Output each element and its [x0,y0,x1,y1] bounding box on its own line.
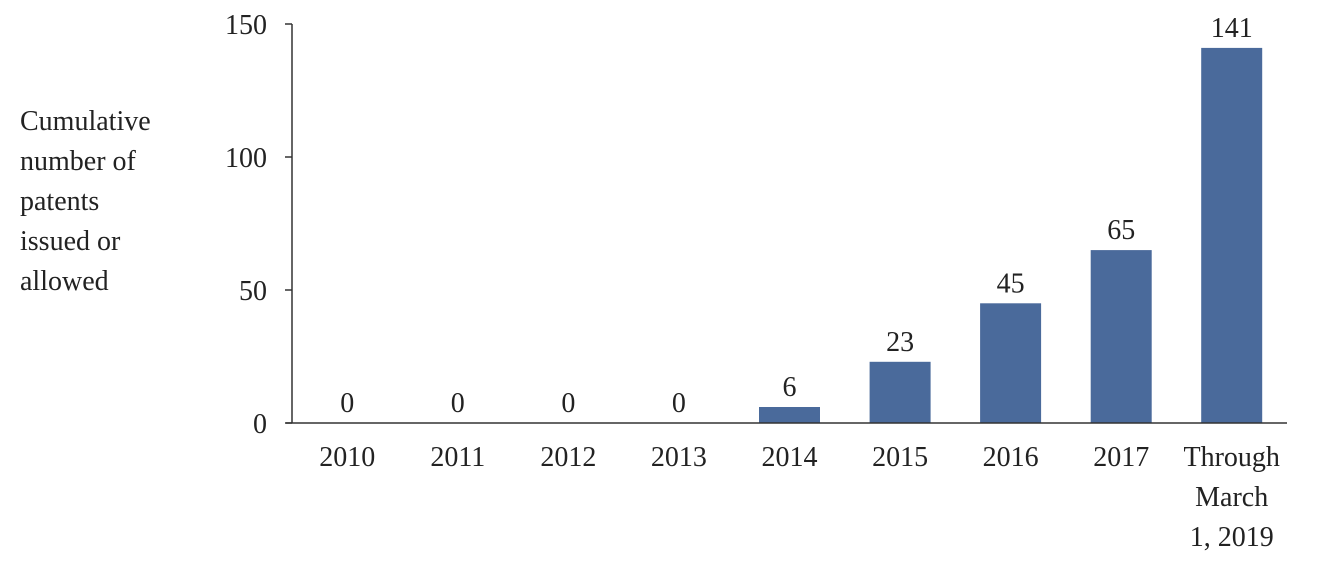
y-tick-label: 150 [225,10,267,41]
bars-layer [759,47,1263,424]
bar [759,407,820,423]
axes-layer [285,23,1287,424]
data-label: 0 [340,388,354,419]
x-tick-label: 2012 [540,442,596,473]
x-tick-label: 1, 2019 [1190,522,1274,553]
labels-layer: 0 2010 0 2011 0 2012 0 2013 6 2014 23 2015 45 2016 65 2… [225,10,1280,553]
bar [869,361,931,423]
x-tick-label: 2015 [872,442,928,473]
y-tick-label: 50 [239,276,267,307]
y-axis-label-line: issued or [20,226,121,257]
data-label: 0 [451,388,465,419]
y-axis-label-line: Cumulative [20,106,151,137]
y-tick-label: 0 [253,409,267,440]
data-label: 0 [672,388,686,419]
y-axis-label-line: number of [20,146,136,177]
x-tick-label: 2016 [983,442,1039,473]
x-tick-label: 2017 [1093,442,1149,473]
y-tick-label: 100 [225,143,267,174]
x-tick-label: 2011 [430,442,485,473]
x-tick-label: 2010 [319,442,375,473]
y-axis-label-line: allowed [20,266,109,297]
y-axis-label: Cumulative number of patents issued or a… [20,102,190,302]
data-label: 65 [1107,215,1135,246]
x-tick-label: 2014 [762,442,818,473]
x-tick-label: 2013 [651,442,707,473]
bar [1090,250,1152,423]
data-label: 23 [886,327,914,358]
data-label: 45 [997,268,1025,299]
x-tick-label: Through [1183,442,1279,473]
x-tick-label: March [1195,482,1268,513]
bar [1201,47,1263,424]
data-label: 0 [561,388,575,419]
y-axis-label-line: patents [20,186,100,217]
data-label: 141 [1211,13,1253,44]
data-label: 6 [783,372,797,403]
bar [980,303,1042,423]
